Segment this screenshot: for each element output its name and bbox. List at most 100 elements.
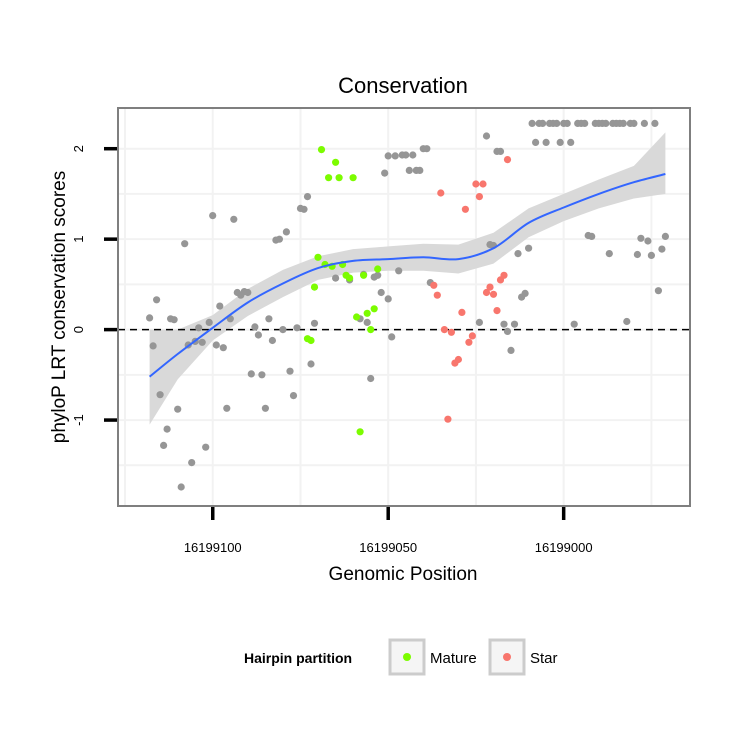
data-point-other <box>539 119 547 127</box>
data-point-mature <box>307 336 315 345</box>
y-tick-label: 0 <box>71 326 86 333</box>
data-point-other <box>286 367 294 375</box>
data-point-other <box>556 138 564 146</box>
data-point-other <box>195 324 203 332</box>
data-point-other <box>637 234 645 242</box>
data-point-other <box>647 251 656 259</box>
plot-panel <box>117 107 691 507</box>
data-point-other <box>482 132 491 140</box>
data-point-other <box>570 320 578 328</box>
x-axis: 16199100 16199050 16199000 <box>184 507 593 555</box>
data-point-other <box>289 392 298 400</box>
data-point-other <box>177 483 185 491</box>
data-point-other <box>475 318 483 326</box>
y-tick-label: 2 <box>71 145 86 152</box>
data-point-star <box>503 156 512 164</box>
data-point-other <box>521 289 529 297</box>
data-point-other <box>307 360 315 368</box>
data-point-mature <box>367 326 375 334</box>
data-point-star <box>472 180 480 188</box>
chart-title: Conservation <box>338 73 468 98</box>
data-point-other <box>395 267 403 275</box>
legend-label-mature: Mature <box>430 650 477 667</box>
data-point-mature <box>360 271 368 279</box>
data-point-other <box>251 323 259 331</box>
data-point-other <box>205 318 213 326</box>
data-point-star <box>458 308 466 316</box>
data-point-star <box>482 288 491 297</box>
data-point-star <box>433 291 441 299</box>
data-point-other <box>247 370 255 378</box>
data-point-star <box>444 415 452 423</box>
data-point-star <box>440 326 448 334</box>
y-tick-label: 1 <box>71 236 86 243</box>
data-point-other <box>212 341 220 349</box>
data-point-other <box>363 318 371 326</box>
data-point-other <box>503 327 512 335</box>
data-point-star <box>465 338 473 346</box>
data-point-other <box>181 240 189 248</box>
legend-marker-star <box>503 653 511 661</box>
x-tick-label: 16199100 <box>184 540 242 555</box>
data-point-other <box>416 166 424 174</box>
data-point-mature <box>325 174 333 182</box>
data-point-other <box>244 288 252 297</box>
data-point-other <box>510 320 519 328</box>
data-point-other <box>623 317 631 326</box>
data-point-other <box>563 119 571 127</box>
data-point-other <box>230 215 238 223</box>
data-point-other <box>377 288 385 297</box>
data-point-other <box>567 138 575 146</box>
data-point-other <box>630 119 638 127</box>
data-point-star <box>454 355 462 364</box>
data-point-other <box>163 425 171 433</box>
data-point-other <box>202 443 210 451</box>
data-point-star <box>489 290 498 298</box>
data-point-other <box>588 232 596 240</box>
data-point-other <box>405 166 413 174</box>
data-point-mature <box>363 309 371 317</box>
data-point-other <box>170 316 178 324</box>
data-point-other <box>293 324 301 332</box>
data-point-other <box>409 151 417 159</box>
data-point-other <box>644 237 652 245</box>
data-point-star <box>437 189 445 197</box>
data-point-other <box>651 119 659 127</box>
data-point-other <box>279 326 287 334</box>
data-point-other <box>605 250 613 258</box>
legend: Hairpin partition Mature Star <box>244 638 558 676</box>
data-point-other <box>514 250 522 258</box>
data-point-mature <box>374 265 382 273</box>
smooth-trend-line <box>148 173 666 378</box>
data-point-other <box>268 336 276 345</box>
legend-item-star: Star <box>488 638 558 676</box>
data-point-star <box>475 193 483 201</box>
data-point-other <box>507 346 515 354</box>
data-point-star <box>447 328 455 336</box>
data-point-mature <box>353 313 361 321</box>
data-point-mature <box>335 174 343 182</box>
data-point-other <box>391 152 399 160</box>
data-point-other <box>216 302 224 310</box>
data-point-other <box>149 342 157 350</box>
data-point-other <box>619 119 627 127</box>
data-point-other <box>661 232 670 240</box>
data-point-other <box>300 205 308 213</box>
legend-item-mature: Mature <box>388 638 477 676</box>
data-point-mature <box>356 428 364 436</box>
data-point-star <box>430 281 438 289</box>
data-point-other <box>156 391 164 399</box>
data-point-star <box>479 180 487 188</box>
data-point-other <box>528 119 536 127</box>
legend-label-star: Star <box>530 650 558 667</box>
data-point-other <box>532 138 540 146</box>
data-point-other <box>303 193 312 201</box>
data-point-other <box>198 338 206 346</box>
data-point-mature <box>349 174 357 182</box>
data-point-star <box>486 283 494 291</box>
data-point-star <box>500 271 508 279</box>
data-point-other <box>654 287 663 295</box>
data-point-mature <box>370 305 378 313</box>
data-point-other <box>153 296 161 304</box>
